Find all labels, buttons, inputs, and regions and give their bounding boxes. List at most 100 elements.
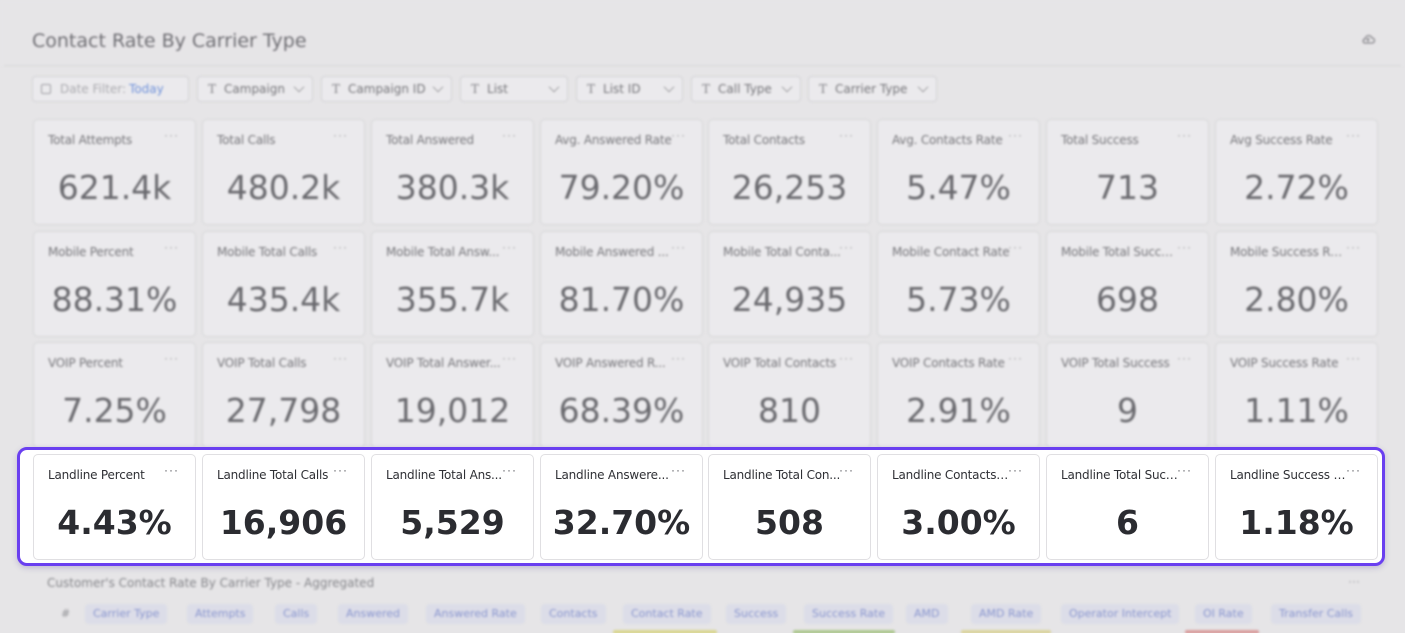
column-header-answered-rate[interactable]: Answered Rate — [426, 604, 525, 624]
metric-card-voip[interactable]: VOIP Total Contacts ··· 810 — [708, 342, 871, 448]
more-options-icon[interactable]: ··· — [1177, 128, 1192, 142]
more-options-icon[interactable]: ··· — [333, 240, 348, 254]
column-header-carrier-type[interactable]: Carrier Type — [85, 604, 168, 624]
dashboard-header: Contact Rate By Carrier Type — [0, 0, 1405, 66]
metric-card-total[interactable]: Total Answered ··· 380.3k — [371, 119, 534, 225]
more-options-icon[interactable]: ··· — [333, 463, 348, 477]
metric-label: Landline Total Calls — [217, 468, 329, 482]
column-header-oi-rate[interactable]: OI Rate — [1195, 604, 1252, 624]
metric-card-mobile[interactable]: Mobile Percent ··· 88.31% — [33, 231, 196, 337]
metric-card-landline[interactable]: Landline Total Con... ··· 508 — [708, 454, 871, 560]
metric-card-landline[interactable]: Landline Contacts ... ··· 3.00% — [877, 454, 1040, 560]
filter-campaign-id[interactable]: T Campaign ID — [321, 76, 452, 102]
more-options-icon[interactable]: ··· — [1008, 128, 1023, 142]
metric-card-landline[interactable]: Landline Answere... ··· 32.70% — [540, 454, 703, 560]
column-header-index[interactable]: # — [61, 607, 71, 620]
metric-value: 27,798 — [225, 391, 342, 430]
more-options-icon[interactable]: ··· — [1177, 351, 1192, 365]
metric-card-mobile[interactable]: Mobile Contact Rate ··· 5.73% — [877, 231, 1040, 337]
more-options-icon[interactable]: ··· — [839, 463, 854, 477]
metric-label: Landline Answere... — [555, 468, 669, 482]
more-options-icon[interactable]: ··· — [671, 128, 686, 142]
column-header-transfer-calls[interactable]: Transfer Calls — [1271, 604, 1361, 624]
metric-card-mobile[interactable]: Mobile Answered ... ··· 81.70% — [540, 231, 703, 337]
metric-label: Landline Total Succ... — [1061, 468, 1179, 482]
column-header-calls[interactable]: Calls — [275, 604, 318, 624]
column-header-contacts[interactable]: Contacts — [541, 604, 606, 624]
metric-card-total[interactable]: Avg. Answered Rate ··· 79.20% — [540, 119, 703, 225]
metric-card-voip[interactable]: VOIP Total Answer... ··· 19,012 — [371, 342, 534, 448]
calendar-icon — [41, 84, 51, 94]
metric-card-total[interactable]: Total Attempts ··· 621.4k — [33, 119, 196, 225]
more-options-icon[interactable]: ··· — [1177, 240, 1192, 254]
metric-card-voip[interactable]: VOIP Total Calls ··· 27,798 — [202, 342, 365, 448]
metric-card-voip[interactable]: VOIP Success Rate ··· 1.11% — [1215, 342, 1378, 448]
metric-card-total[interactable]: Avg Success Rate ··· 2.72% — [1215, 119, 1378, 225]
metric-card-voip[interactable]: VOIP Contacts Rate ··· 2.91% — [877, 342, 1040, 448]
column-header-success[interactable]: Success — [726, 604, 787, 624]
more-options-icon[interactable]: ··· — [502, 128, 517, 142]
more-options-icon[interactable]: ··· — [164, 351, 179, 365]
more-options-icon[interactable]: ··· — [164, 463, 179, 477]
metric-card-mobile[interactable]: Mobile Total Success ··· 698 — [1046, 231, 1209, 337]
more-options-icon[interactable]: ··· — [839, 240, 854, 254]
metric-card-total[interactable]: Total Calls ··· 480.2k — [202, 119, 365, 225]
metric-card-landline[interactable]: Landline Percent ··· 4.43% — [33, 454, 196, 560]
more-options-icon[interactable]: ··· — [333, 351, 348, 365]
date-filter[interactable]: Date Filter: Today — [32, 76, 189, 102]
more-options-icon[interactable]: ··· — [1346, 240, 1361, 254]
metric-card-total[interactable]: Total Contacts ··· 26,253 — [708, 119, 871, 225]
metric-card-landline[interactable]: Landline Success R... ··· 1.18% — [1215, 454, 1378, 560]
filter-call-type[interactable]: T Call Type — [691, 76, 801, 102]
more-options-icon[interactable]: ··· — [1177, 463, 1192, 477]
metric-card-total[interactable]: Avg. Contacts Rate ··· 5.47% — [877, 119, 1040, 225]
column-header-answered[interactable]: Answered — [338, 604, 409, 624]
metric-label: Avg. Answered Rate — [555, 133, 672, 147]
more-options-icon[interactable]: ··· — [1008, 351, 1023, 365]
more-options-icon[interactable]: ··· — [333, 128, 348, 142]
more-options-icon[interactable]: ··· — [1346, 463, 1361, 477]
cloud-icon[interactable] — [1361, 34, 1375, 44]
more-options-icon[interactable]: ··· — [1346, 351, 1361, 365]
metric-card-voip[interactable]: VOIP Total Success ··· 9 — [1046, 342, 1209, 448]
filter-list-id[interactable]: T List ID — [576, 76, 683, 102]
more-options-icon[interactable]: ··· — [502, 240, 517, 254]
filter-label: List — [487, 82, 508, 96]
column-header-contact-rate[interactable]: Contact Rate — [623, 604, 711, 624]
more-options-icon[interactable]: ··· — [1008, 463, 1023, 477]
more-options-icon[interactable]: ··· — [839, 128, 854, 142]
metric-label: Total Answered — [386, 133, 474, 147]
metric-card-landline[interactable]: Landline Total Succ... ··· 6 — [1046, 454, 1209, 560]
column-header-success-rate[interactable]: Success Rate — [804, 604, 893, 624]
more-options-icon[interactable]: ··· — [164, 240, 179, 254]
column-header-attempts[interactable]: Attempts — [187, 604, 254, 624]
table-menu-button[interactable]: ··· — [1348, 574, 1360, 588]
column-color-indicator — [613, 630, 717, 633]
metric-card-landline[interactable]: Landline Total Calls ··· 16,906 — [202, 454, 365, 560]
column-header-amd-rate[interactable]: AMD Rate — [971, 604, 1042, 624]
more-options-icon[interactable]: ··· — [839, 351, 854, 365]
metric-card-mobile[interactable]: Mobile Total Calls ··· 435.4k — [202, 231, 365, 337]
more-options-icon[interactable]: ··· — [1008, 240, 1023, 254]
more-options-icon[interactable]: ··· — [502, 463, 517, 477]
metric-card-mobile[interactable]: Mobile Success Rate ··· 2.80% — [1215, 231, 1378, 337]
metric-card-mobile[interactable]: Mobile Total Conta... ··· 24,935 — [708, 231, 871, 337]
metric-label: VOIP Percent — [48, 356, 123, 370]
more-options-icon[interactable]: ··· — [671, 463, 686, 477]
more-options-icon[interactable]: ··· — [671, 240, 686, 254]
metric-card-mobile[interactable]: Mobile Total Answ... ··· 355.7k — [371, 231, 534, 337]
more-options-icon[interactable]: ··· — [164, 128, 179, 142]
more-options-icon[interactable]: ··· — [502, 351, 517, 365]
column-header-amd[interactable]: AMD — [906, 604, 948, 624]
metric-label: VOIP Total Contacts — [723, 356, 837, 370]
metric-card-total[interactable]: Total Success ··· 713 — [1046, 119, 1209, 225]
column-header-operator-intercept[interactable]: Operator Intercept — [1061, 604, 1180, 624]
more-options-icon[interactable]: ··· — [1346, 128, 1361, 142]
metric-card-voip[interactable]: VOIP Percent ··· 7.25% — [33, 342, 196, 448]
metric-card-landline[interactable]: Landline Total Ans... ··· 5,529 — [371, 454, 534, 560]
filter-list[interactable]: T List — [460, 76, 568, 102]
more-options-icon[interactable]: ··· — [671, 351, 686, 365]
filter-campaign[interactable]: T Campaign — [197, 76, 313, 102]
filter-carrier-type[interactable]: T Carrier Type — [808, 76, 937, 102]
metric-card-voip[interactable]: VOIP Answered R... ··· 68.39% — [540, 342, 703, 448]
